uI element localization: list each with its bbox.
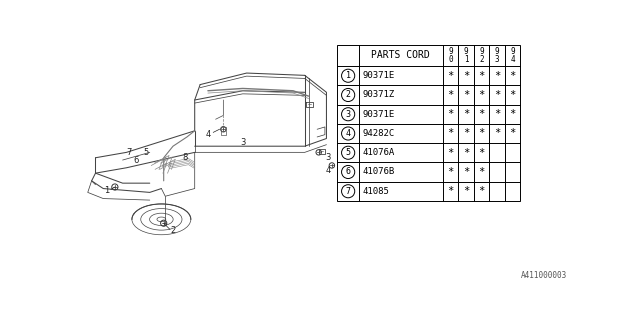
Text: *: * [478, 109, 484, 119]
Text: *: * [494, 71, 500, 81]
Text: *: * [494, 90, 500, 100]
Text: *: * [478, 129, 484, 139]
Text: *: * [509, 129, 516, 139]
Text: *: * [447, 148, 454, 158]
Text: 5: 5 [143, 148, 148, 157]
Text: 1: 1 [346, 71, 351, 80]
Bar [337, 44, 520, 201]
Text: *: * [478, 90, 484, 100]
Text: 41085: 41085 [363, 187, 390, 196]
Text: 4: 4 [205, 130, 211, 139]
Text: 41076A: 41076A [363, 148, 395, 157]
Text: 3: 3 [495, 55, 499, 64]
Text: 94282C: 94282C [363, 129, 395, 138]
Text: *: * [447, 129, 454, 139]
Text: 4: 4 [346, 129, 351, 138]
Text: *: * [463, 167, 469, 177]
Text: 90371Z: 90371Z [363, 91, 395, 100]
Text: *: * [478, 167, 484, 177]
Text: *: * [494, 129, 500, 139]
Text: 9: 9 [479, 47, 484, 56]
Text: A411000003: A411000003 [520, 271, 566, 280]
Text: PARTS CORD: PARTS CORD [371, 50, 430, 60]
Text: *: * [509, 90, 516, 100]
Text: *: * [478, 148, 484, 158]
Text: *: * [463, 109, 469, 119]
Text: 6: 6 [346, 167, 351, 177]
Text: *: * [447, 167, 454, 177]
Text: *: * [447, 186, 454, 196]
Text: *: * [463, 186, 469, 196]
Text: 3: 3 [325, 153, 331, 162]
Text: 2: 2 [479, 55, 484, 64]
Text: 1: 1 [463, 55, 468, 64]
Text: 9: 9 [463, 47, 468, 56]
Text: 9: 9 [510, 47, 515, 56]
Text: *: * [509, 109, 516, 119]
Text: 90371E: 90371E [363, 71, 395, 80]
Text: 7: 7 [126, 148, 131, 157]
Text: *: * [494, 109, 500, 119]
Text: 4: 4 [325, 166, 331, 175]
Text: 5: 5 [346, 148, 351, 157]
Text: 9: 9 [448, 47, 452, 56]
Text: *: * [463, 148, 469, 158]
Text: *: * [478, 71, 484, 81]
Text: 1: 1 [104, 186, 109, 195]
Text: 3: 3 [240, 138, 245, 147]
Text: 4: 4 [510, 55, 515, 64]
Text: 2: 2 [346, 91, 351, 100]
Text: *: * [463, 71, 469, 81]
Text: 7: 7 [346, 187, 351, 196]
Text: 2: 2 [170, 227, 175, 236]
Text: 9: 9 [495, 47, 499, 56]
Text: *: * [478, 186, 484, 196]
Text: 6: 6 [133, 156, 138, 164]
Text: 0: 0 [448, 55, 452, 64]
Text: *: * [463, 129, 469, 139]
Text: 41076B: 41076B [363, 167, 395, 177]
Text: *: * [447, 109, 454, 119]
Text: *: * [447, 90, 454, 100]
Text: 90371E: 90371E [363, 110, 395, 119]
Text: *: * [509, 71, 516, 81]
Text: *: * [463, 90, 469, 100]
Text: 3: 3 [346, 110, 351, 119]
Text: 8: 8 [182, 153, 188, 162]
Text: *: * [447, 71, 454, 81]
